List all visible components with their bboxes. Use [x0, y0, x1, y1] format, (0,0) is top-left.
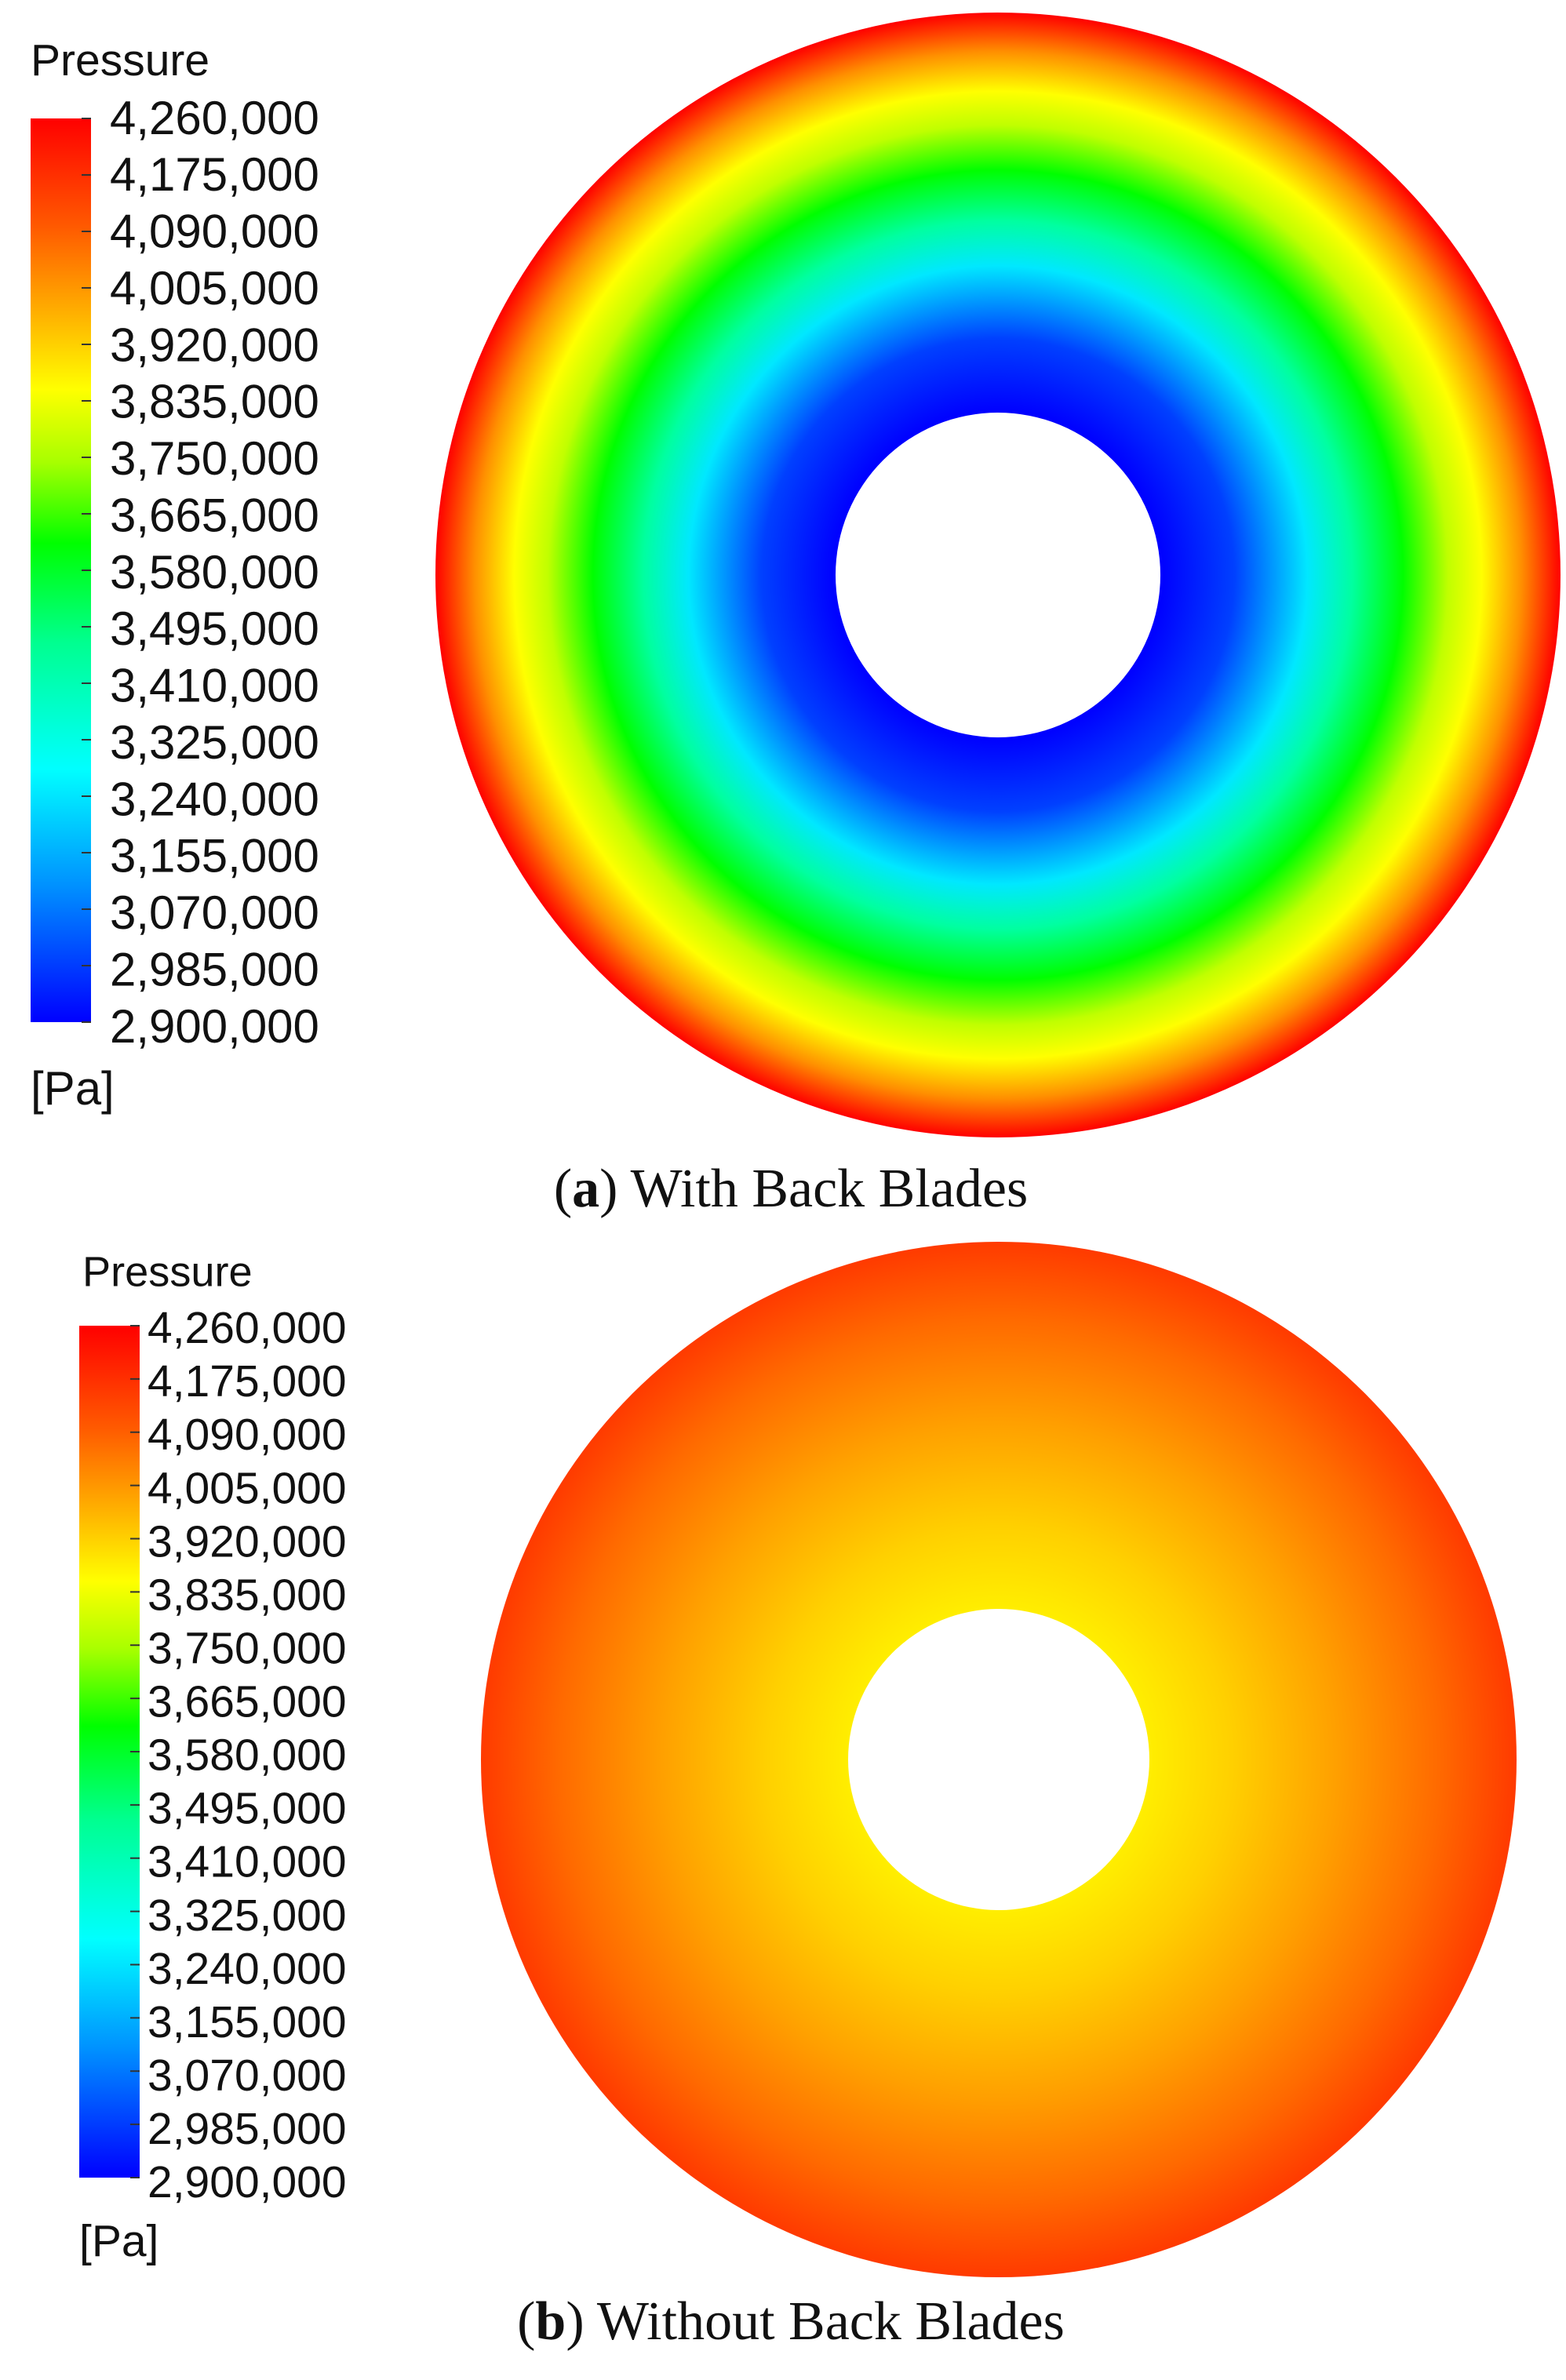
- legend-tick-label: 3,665,000: [110, 489, 319, 541]
- legend-tick-label: 3,155,000: [110, 830, 319, 882]
- legend-tick-label: 3,580,000: [147, 1730, 347, 1781]
- legend-tick-label: 4,175,000: [147, 1356, 347, 1407]
- legend-tick-label: 3,240,000: [110, 773, 319, 825]
- legend-tick-label: 3,240,000: [147, 1944, 347, 1994]
- caption-label: a: [572, 1159, 599, 1219]
- hub-hole: [848, 1609, 1149, 1910]
- legend-unit: [Pa]: [31, 1062, 115, 1115]
- legend-tick-label: 3,070,000: [147, 2051, 347, 2101]
- legend-tick-label: 3,920,000: [147, 1516, 347, 1567]
- color-bar: [79, 1326, 140, 2178]
- legend-tick-label: 3,325,000: [147, 1891, 347, 1941]
- legend-tick-label: 3,495,000: [147, 1784, 347, 1834]
- legend-tick-label: 3,070,000: [110, 886, 319, 939]
- legend-tick-label: 3,920,000: [110, 318, 319, 371]
- legend-tick-label: 4,005,000: [147, 1463, 347, 1513]
- caption-text: Without Back Blades: [585, 2291, 1065, 2352]
- legend-tick-label: 3,410,000: [147, 1837, 347, 1887]
- legend-title: Pressure: [31, 35, 209, 86]
- caption: (a) With Back Blades: [554, 1159, 1028, 1219]
- legend-tick-label: 4,090,000: [147, 1410, 347, 1460]
- legend-tick-label: 3,325,000: [110, 716, 319, 769]
- caption-open: (: [554, 1159, 572, 1219]
- legend-tick-label: 3,750,000: [110, 432, 319, 485]
- legend-tick-label: 2,900,000: [110, 1000, 319, 1053]
- legend-title: Pressure: [82, 1248, 253, 1295]
- legend-tick-label: 2,985,000: [110, 943, 319, 995]
- caption-close: ): [599, 1159, 617, 1219]
- caption-open: (: [517, 2291, 535, 2352]
- legend-tick-label: 3,580,000: [110, 546, 319, 599]
- legend-tick-label: 4,260,000: [110, 92, 319, 144]
- caption-text: With Back Blades: [617, 1159, 1028, 1219]
- legend-tick-label: 3,835,000: [110, 376, 319, 428]
- legend-tick-label: 3,495,000: [110, 602, 319, 655]
- legend-tick-label: 4,005,000: [110, 262, 319, 315]
- color-bar: [31, 118, 91, 1022]
- legend-tick-label: 2,900,000: [147, 2157, 347, 2207]
- legend-tick-label: 4,090,000: [110, 206, 319, 258]
- legend-tick-label: 3,410,000: [110, 660, 319, 712]
- legend-tick-label: 3,155,000: [147, 1997, 347, 2047]
- legend-unit: [Pa]: [79, 2216, 158, 2266]
- caption: (b) Without Back Blades: [517, 2291, 1065, 2352]
- legend-tick-label: 3,665,000: [147, 1677, 347, 1727]
- legend-tick-label: 3,750,000: [147, 1623, 347, 1673]
- hub-hole: [836, 413, 1160, 737]
- caption-close: ): [566, 2291, 584, 2352]
- caption-label: b: [535, 2291, 566, 2352]
- legend-tick-label: 2,985,000: [147, 2104, 347, 2154]
- legend-tick-label: 4,260,000: [147, 1303, 347, 1353]
- legend-tick-label: 3,835,000: [147, 1570, 347, 1620]
- legend-tick-label: 4,175,000: [110, 148, 319, 201]
